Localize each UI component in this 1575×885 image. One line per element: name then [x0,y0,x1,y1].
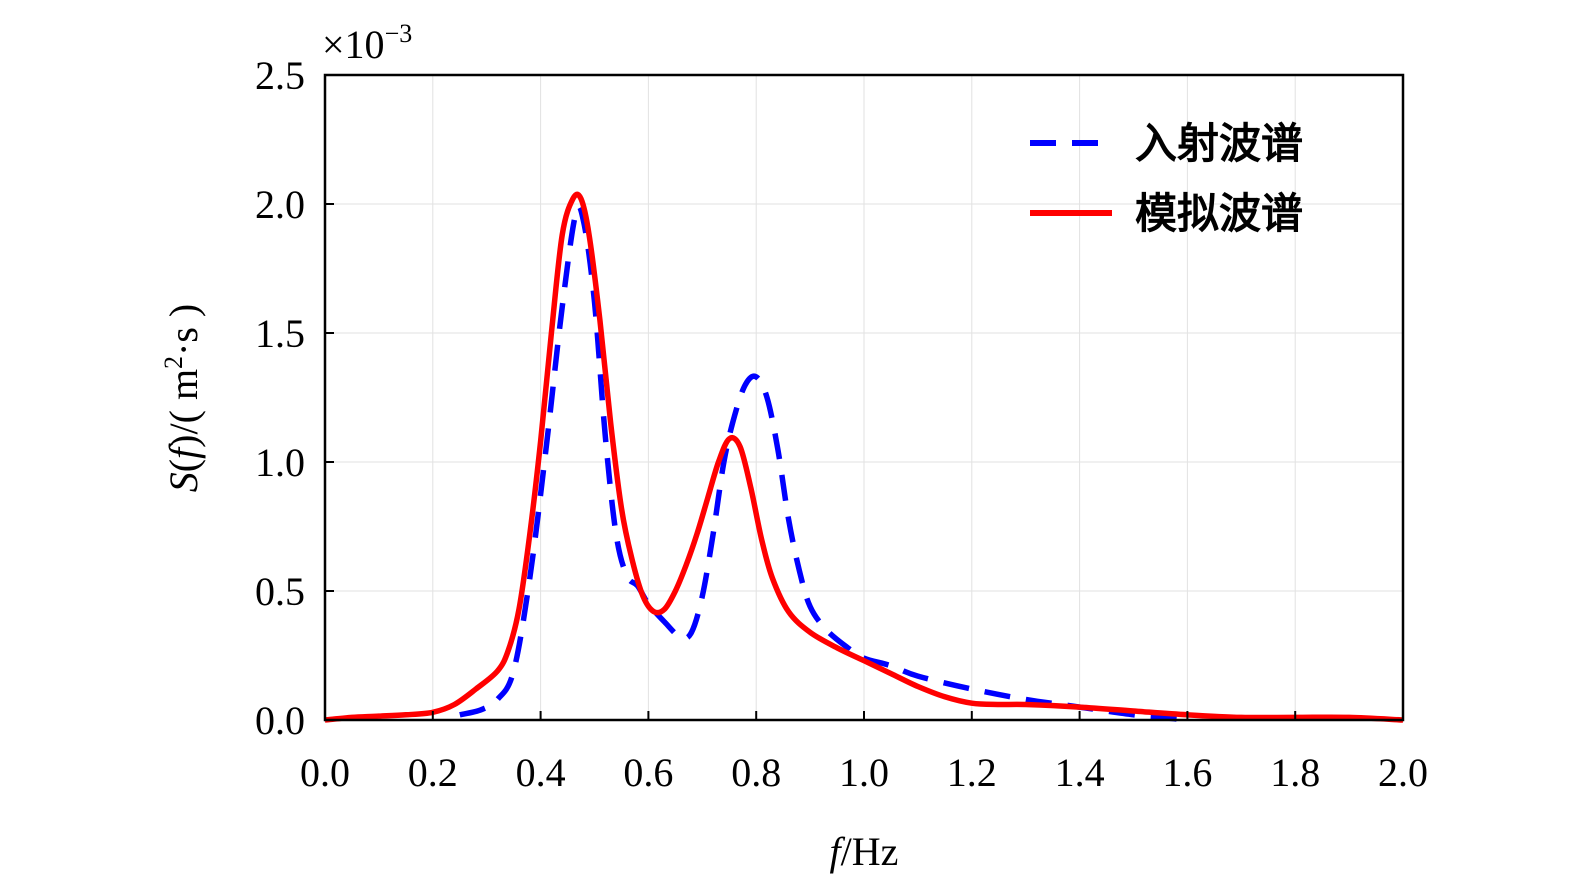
x-tick-label: 0.2 [408,750,458,795]
series-line-simulated [324,191,1404,723]
axis-ticks: 0.0 0.2 0.4 0.6 0.8 1.0 1.2 1.4 1.6 1.8 2.0 0.0 0.5 1… [255,53,1428,795]
y-tick-label: 0.5 [255,569,305,614]
grid [325,75,1403,720]
x-tick-label: 1.0 [839,750,889,795]
legend: 入射波谱 模拟波谱 [1030,119,1303,238]
legend-label-simulated: 模拟波谱 [1135,189,1303,238]
y-tick-label: 1.5 [255,311,305,356]
x-tick-label: 1.4 [1055,750,1105,795]
x-axis-title: f/Hz [830,829,899,874]
y-tick-label: 0.0 [255,698,305,743]
y-tick-label: 2.0 [255,182,305,227]
series-line-incident [459,203,1188,723]
y-axis-multiplier: ×10−3 [322,19,412,67]
series-lines [324,191,1404,723]
y-tick-label: 1.0 [255,440,305,485]
y-tick-label: 2.5 [255,53,305,98]
legend-label-incident: 入射波谱 [1135,119,1303,168]
y-axis-title: S(f)/( m2·s ) [159,304,206,493]
x-tick-label: 2.0 [1378,750,1428,795]
x-tick-label: 0.6 [623,750,673,795]
x-tick-label: 1.6 [1162,750,1212,795]
x-tick-label: 1.2 [947,750,997,795]
x-tick-label: 0.0 [300,750,350,795]
x-tick-label: 0.4 [516,750,566,795]
x-tick-label: 1.8 [1270,750,1320,795]
x-tick-label: 0.8 [731,750,781,795]
